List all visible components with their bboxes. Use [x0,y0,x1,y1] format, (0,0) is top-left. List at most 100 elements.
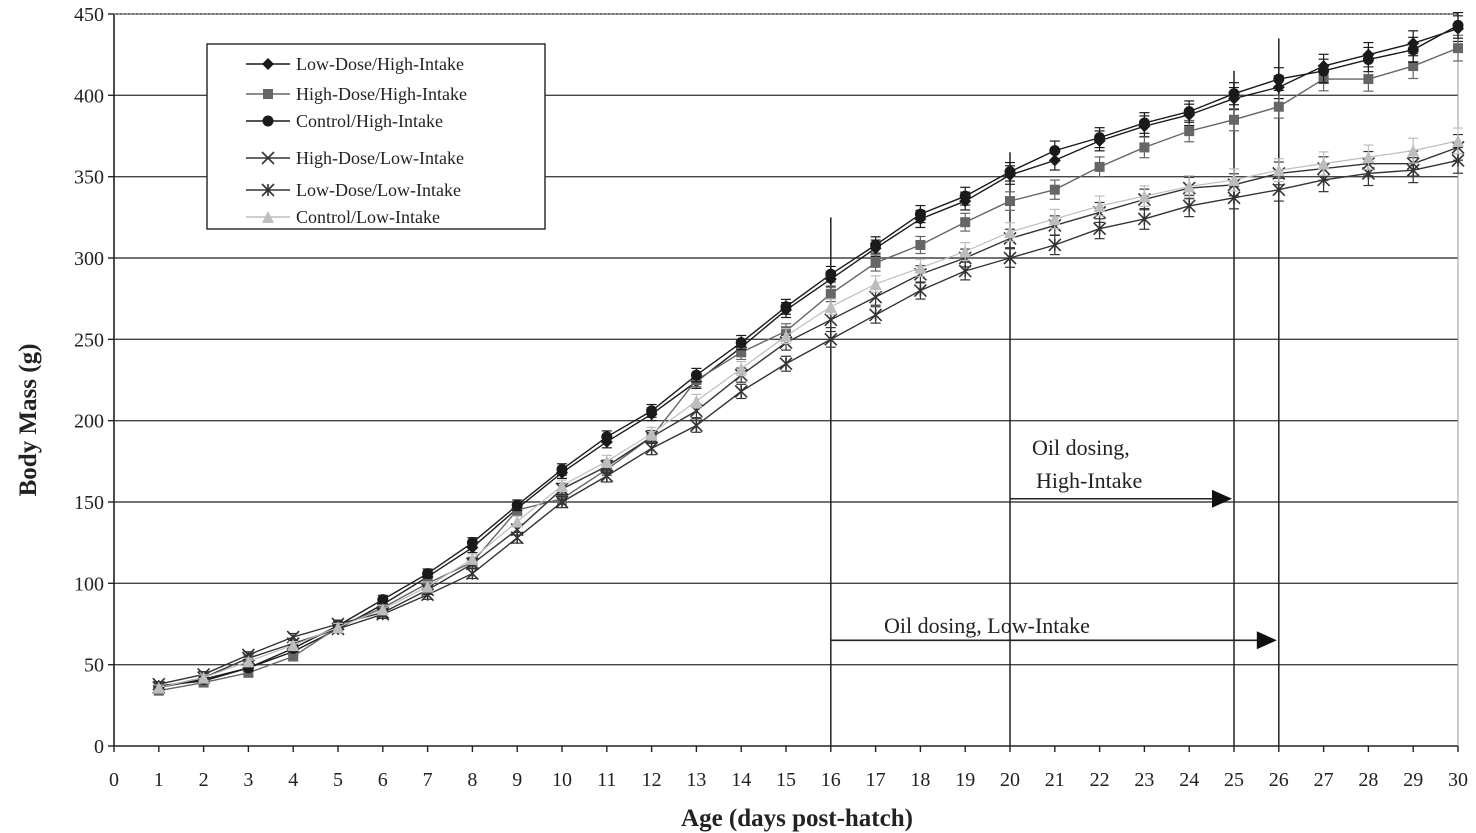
legend-marker-4 [261,183,275,197]
point-2-day-26 [1273,73,1285,85]
x-tick-label-29: 29 [1403,769,1423,791]
legend: Low-Dose/High-Intake High-Dose/High-Intak… [206,43,546,230]
y-tick-label-0: 0 [94,736,104,758]
x-tick-label-1: 1 [154,769,164,791]
point-5-day-8 [466,552,479,565]
point-2-day-15 [780,301,792,313]
point-3-day-4 [286,630,300,644]
point-4-day-8 [465,567,479,581]
point-2-day-21 [1049,145,1061,157]
legend-label-1: High-Dose/High-Intake [296,84,467,104]
x-tick-label-23: 23 [1134,769,1154,791]
point-2-day-13 [690,369,702,381]
point-1-day-20 [1005,196,1015,207]
point-1-day-29 [1408,61,1419,72]
point-4-day-29 [1406,163,1420,177]
x-tick-label-25: 25 [1224,769,1244,791]
x-tick-label-16: 16 [821,769,841,791]
y-tick-label-100: 100 [74,573,104,595]
point-4-day-10 [555,495,569,509]
x-tick-label-4: 4 [288,769,298,791]
x-tick-label-10: 10 [552,769,572,791]
series-line-0 [158,27,1459,687]
point-2-day-16 [825,268,837,280]
point-1-day-14 [736,347,747,358]
point-2-day-22 [1094,132,1106,144]
x-tick-label-13: 13 [686,769,706,791]
point-5-day-12 [645,427,658,440]
y-tick-label-350: 350 [74,167,104,189]
x-tick-label-27: 27 [1314,769,1334,791]
point-4-day-17 [869,308,883,322]
legend-marker-3 [261,151,275,165]
point-2-day-12 [646,405,658,417]
point-1-day-25 [1229,114,1239,125]
point-2-day-6 [377,594,389,606]
x-tick-label-18: 18 [910,769,930,791]
point-2-day-20 [1004,166,1016,178]
point-4-day-16 [824,332,838,346]
point-2-day-7 [422,568,434,580]
point-5-day-9 [511,515,524,528]
point-2-day-23 [1138,117,1150,129]
x-tick-label-11: 11 [597,769,616,791]
x-tick-label-7: 7 [423,769,433,791]
legend-box [206,43,546,230]
point-4-day-21 [1048,238,1062,252]
point-2-day-30 [1452,19,1464,31]
x-tick-label-5: 5 [333,769,343,791]
legend-label-4: Low-Dose/Low-Intake [296,180,461,200]
series-layer [152,11,1465,696]
point-2-day-24 [1183,106,1195,118]
point-4-day-9 [510,531,524,545]
point-1-day-28 [1363,74,1374,85]
point-4-day-12 [645,441,659,455]
x-tick-label-9: 9 [512,769,522,791]
y-axis-label: Body Mass (g) [15,344,42,497]
x-tick-label-30: 30 [1448,769,1468,791]
series-5 [152,127,1464,694]
point-5-day-4 [287,639,300,652]
point-4-day-30 [1451,153,1465,167]
point-2-day-8 [466,537,478,549]
point-2-day-9 [511,499,523,511]
point-2-day-29 [1407,44,1419,56]
point-5-day-30 [1452,134,1464,147]
x-tick-label-3: 3 [243,769,253,791]
point-4-day-23 [1137,212,1151,226]
x-tick-label-12: 12 [642,769,662,791]
point-4-day-20 [1003,251,1017,265]
annotations: Oil dosing, High-Intake Oil dosing, Low-… [884,435,1142,638]
point-5-day-7 [421,580,434,593]
point-1-day-17 [870,257,881,268]
point-5-day-29 [1407,144,1420,157]
point-5-day-6 [376,603,389,616]
x-tick-label-17: 17 [866,769,886,791]
point-5-day-11 [600,455,613,468]
y-tick-label-50: 50 [84,655,104,677]
legend-marker-2 [262,115,274,127]
legend-label-5: Control/Low-Intake [296,207,440,227]
x-tick-label-20: 20 [1000,769,1020,791]
series-line-5 [158,140,1459,689]
legend-label-2: Control/High-Intake [296,111,443,131]
point-5-day-19 [959,245,972,258]
x-tick-label-0: 0 [109,769,119,791]
point-1-day-24 [1184,126,1195,137]
point-1-day-26 [1273,101,1284,112]
point-1-day-30 [1453,43,1463,54]
point-1-day-23 [1139,142,1150,153]
x-tick-label-2: 2 [199,769,209,791]
point-5-day-10 [556,479,568,492]
x-axis-label: Age (days post-hatch) [681,805,913,832]
x-tick-label-22: 22 [1090,769,1110,791]
point-3-day-17 [869,290,883,304]
point-5-day-2 [197,671,210,684]
point-4-day-14 [734,384,748,398]
point-2-day-19 [959,190,971,202]
point-5-day-28 [1362,151,1375,164]
point-2-day-11 [601,431,613,443]
point-5-day-17 [869,278,882,291]
point-5-day-25 [1228,173,1240,186]
